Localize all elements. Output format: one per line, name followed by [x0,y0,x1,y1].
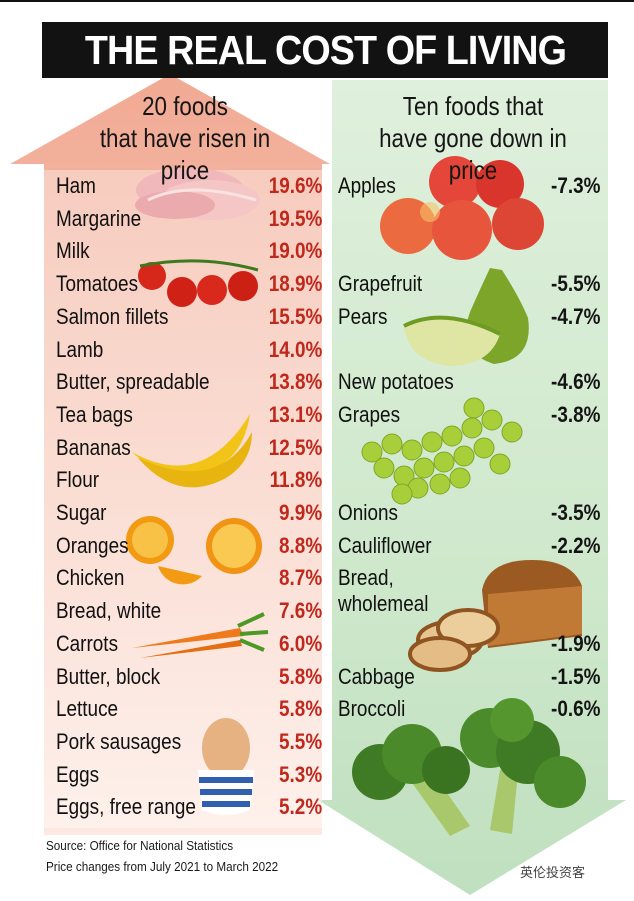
rise-item-value: 8.7% [278,565,322,591]
grapes-icon [361,397,523,505]
fall-item-value: -3.8% [550,401,600,427]
rise-item-name: Eggs [56,761,100,787]
rise-item-value: 8.8% [278,532,322,558]
fall-item-value: -7.3% [550,173,600,198]
source-line: Source: Office for National Statistics [46,838,234,853]
rise-item-value: 12.5% [268,434,322,460]
fall-item-name: Pears [338,303,388,329]
rise-item-name: Ham [56,173,96,198]
fall-item-name: Broccoli [338,696,406,722]
rise-item-name: Milk [56,238,90,264]
rise-item-name: Tomatoes [56,271,139,297]
fall-item-value: -4.6% [550,369,600,395]
rise-item-name: Bananas [56,434,131,460]
rise-item-value: 18.9% [268,271,322,297]
fall-item-value: -1.9% [550,630,600,656]
fall-item-value: -1.5% [550,663,600,689]
fall-item-name: Apples [338,173,396,198]
fall-item-value: -2.2% [550,532,600,558]
rise-item-name: Bread, white [56,598,162,624]
fall-item-name: Grapes [338,401,401,427]
rise-item-value: 14.0% [268,336,322,362]
rise-item-name: Butter, spreadable [56,369,210,395]
fall-item-name: Onions [338,500,398,525]
title-bar: THE REAL COST OF LIVING [42,22,608,78]
egg-cup-icon [198,718,254,815]
rise-item-name: Tea bags [56,401,133,427]
right-heading: Ten foods that have gone down in price [379,91,567,185]
rise-item-value: 13.8% [268,369,322,395]
watermark: 英伦投资客 [520,865,586,880]
rise-item-value: 5.8% [278,663,322,689]
oranges-icon [126,516,262,585]
rise-item-name: Carrots [56,630,119,656]
rise-item-value: 19.0% [268,238,322,264]
rise-item-name: Chicken [56,565,125,591]
rise-item-value: 5.8% [278,696,322,722]
bread-icon [408,560,582,672]
rise-item-name: Pork sausages [56,728,182,754]
fall-item-value: -3.5% [550,500,600,525]
rise-item-name: Eggs, free range [56,794,196,820]
fall-item-name: Cabbage [338,663,415,689]
rise-item-name: Salmon fillets [56,303,169,329]
rise-item-name: Margarine [56,205,142,231]
top-rule [0,0,634,2]
rise-item-value: 19.6% [268,173,322,198]
fall-item-name: Bread, wholemeal [338,565,429,617]
page-title: THE REAL COST OF LIVING [84,26,566,73]
left-heading: 20 foods that have risen in price [99,91,271,185]
rise-item-name: Sugar [56,500,107,525]
rise-item-value: 19.5% [268,205,322,231]
rise-item-value: 13.1% [268,401,322,427]
apples-icon [380,156,544,260]
rise-item-name: Flour [56,467,100,493]
rise-item-value: 11.8% [269,467,322,493]
rise-item-value: 9.9% [278,500,322,525]
fall-item-name: New potatoes [338,369,454,395]
fall-item-value: -0.6% [550,696,600,722]
carrots-icon [132,612,269,658]
rise-item-name: Lamb [56,336,104,362]
rise-item-value: 6.0% [278,630,322,656]
date-range-line: Price changes from July 2021 to March 20… [46,859,279,874]
broccoli-icon [352,698,586,836]
ham-icon [135,168,260,220]
rise-item-name: Oranges [56,532,129,558]
rise-item-value: 5.2% [278,794,322,820]
fall-item-name: Cauliflower [338,532,432,558]
rise-item-value: 5.3% [278,761,322,787]
rise-item-value: 5.5% [278,728,322,754]
rise-item-name: Lettuce [56,696,119,722]
rise-item-value: 15.5% [268,303,322,329]
fall-item-value: -4.7% [550,303,600,329]
bananas-icon [132,414,252,488]
fall-item-value: -5.5% [550,271,600,297]
fall-item-name: Grapefruit [338,271,423,297]
tomatoes-icon [138,259,259,307]
fall-arrow [318,80,626,895]
rise-item-name: Butter, block [56,663,161,689]
rise-item-value: 7.6% [278,598,322,624]
pears-icon [403,268,529,366]
